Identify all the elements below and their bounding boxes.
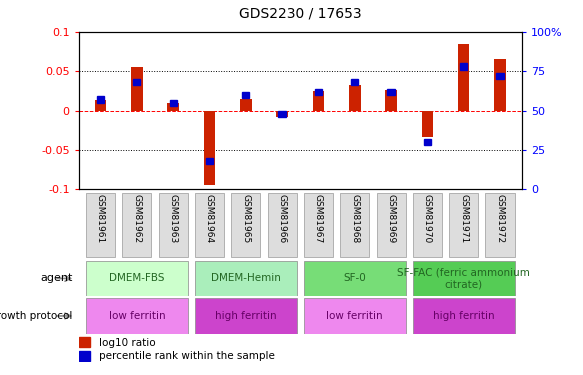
Bar <box>385 90 397 111</box>
Text: DMEM-Hemin: DMEM-Hemin <box>211 273 280 284</box>
Bar <box>131 68 143 111</box>
Text: GSM81965: GSM81965 <box>241 194 250 243</box>
Text: GDS2230 / 17653: GDS2230 / 17653 <box>239 7 361 21</box>
Text: SF-FAC (ferric ammonium
citrate): SF-FAC (ferric ammonium citrate) <box>397 268 530 289</box>
Bar <box>494 58 506 111</box>
FancyBboxPatch shape <box>268 193 297 257</box>
Text: high ferritin: high ferritin <box>215 311 276 321</box>
Text: agent: agent <box>40 273 73 284</box>
Text: log10 ratio: log10 ratio <box>99 338 155 348</box>
FancyBboxPatch shape <box>449 193 478 257</box>
Bar <box>349 85 360 111</box>
Bar <box>203 111 215 186</box>
Bar <box>460 63 468 70</box>
Text: GSM81967: GSM81967 <box>314 194 323 243</box>
Bar <box>304 261 406 296</box>
Text: SF-0: SF-0 <box>343 273 366 284</box>
Text: low ferritin: low ferritin <box>326 311 383 321</box>
Bar <box>388 88 395 95</box>
Bar <box>276 111 288 117</box>
Text: GSM81970: GSM81970 <box>423 194 432 243</box>
Text: GSM81971: GSM81971 <box>459 194 468 243</box>
FancyBboxPatch shape <box>195 193 224 257</box>
Bar <box>240 99 252 111</box>
Bar <box>413 298 515 334</box>
Bar <box>496 73 504 79</box>
Bar <box>97 96 104 103</box>
Text: GSM81961: GSM81961 <box>96 194 105 243</box>
Bar <box>413 261 515 296</box>
Text: growth protocol: growth protocol <box>0 311 73 321</box>
Bar <box>242 92 250 98</box>
Bar <box>279 111 286 117</box>
Bar <box>458 44 469 111</box>
Text: GSM81968: GSM81968 <box>350 194 359 243</box>
Text: high ferritin: high ferritin <box>433 311 494 321</box>
Bar <box>79 351 90 361</box>
Bar <box>304 298 406 334</box>
Text: GSM81964: GSM81964 <box>205 194 214 243</box>
Bar <box>312 91 324 111</box>
Bar <box>86 261 188 296</box>
FancyBboxPatch shape <box>340 193 369 257</box>
Bar <box>86 298 188 334</box>
Bar <box>424 139 431 145</box>
Bar <box>133 79 141 86</box>
FancyBboxPatch shape <box>231 193 260 257</box>
FancyBboxPatch shape <box>413 193 442 257</box>
Bar <box>79 338 90 347</box>
FancyBboxPatch shape <box>304 193 333 257</box>
Bar <box>167 103 179 111</box>
Bar <box>351 79 359 86</box>
Bar <box>195 261 297 296</box>
Text: percentile rank within the sample: percentile rank within the sample <box>99 351 275 361</box>
Bar <box>195 298 297 334</box>
FancyBboxPatch shape <box>159 193 188 257</box>
Bar <box>422 111 433 136</box>
FancyBboxPatch shape <box>377 193 406 257</box>
FancyBboxPatch shape <box>486 193 515 257</box>
Text: DMEM-FBS: DMEM-FBS <box>109 273 164 284</box>
Bar <box>170 100 177 106</box>
Bar <box>206 158 213 164</box>
Text: GSM81969: GSM81969 <box>387 194 395 243</box>
Text: GSM81966: GSM81966 <box>278 194 287 243</box>
Bar <box>315 88 322 95</box>
Bar <box>94 100 106 111</box>
Text: GSM81972: GSM81972 <box>496 194 504 243</box>
FancyBboxPatch shape <box>122 193 152 257</box>
FancyBboxPatch shape <box>86 193 115 257</box>
Text: low ferritin: low ferritin <box>108 311 165 321</box>
Text: GSM81963: GSM81963 <box>168 194 178 243</box>
Text: GSM81962: GSM81962 <box>132 194 141 243</box>
